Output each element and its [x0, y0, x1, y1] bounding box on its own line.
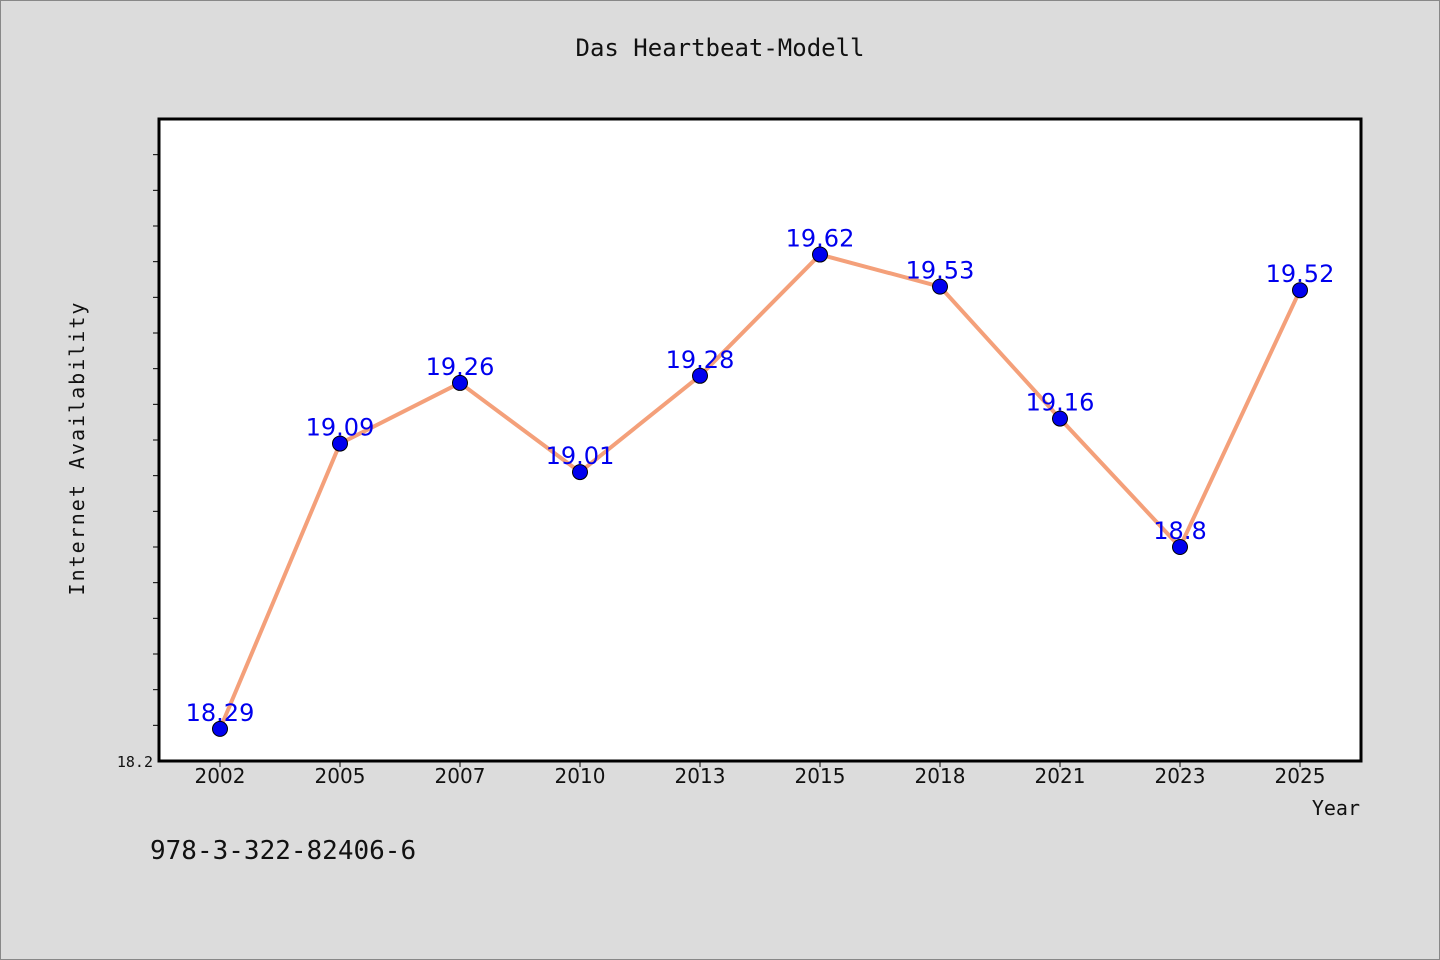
x-axis-label: Year [1311, 796, 1360, 820]
data-markers [212, 246, 1308, 737]
plot-area [157, 117, 1363, 763]
data-point [212, 720, 228, 737]
data-point [1172, 539, 1188, 555]
data-label: 19.52 [1266, 260, 1335, 288]
series-line-group [218, 252, 1302, 730]
x-axis-ticks: 2002 2005 2007 2010 2013 2015 2018 2021 2023 2025 [195, 761, 1326, 788]
data-label: 19.26 [426, 353, 495, 381]
x-tick-label: 2010 [555, 764, 606, 788]
data-point [812, 246, 828, 263]
y-axis-ticks: 18.2 [117, 154, 159, 771]
x-tick-label: 2002 [195, 764, 246, 788]
data-point [932, 278, 948, 295]
data-label: 19.28 [666, 346, 735, 374]
chart-title: Das Heartbeat-Modell [575, 34, 865, 62]
x-tick-label: 2007 [435, 764, 486, 788]
footnote-isbn: 978-3-322-82406-6 [150, 836, 417, 866]
x-tick-label: 2025 [1275, 764, 1326, 788]
data-label: 19.62 [786, 225, 855, 253]
data-label: 18.29 [186, 699, 255, 727]
data-label: 19.16 [1026, 389, 1095, 417]
x-tick-label: 2018 [915, 764, 966, 788]
data-label: 19.09 [306, 414, 375, 442]
data-label: 19.53 [906, 257, 975, 285]
series-line [218, 252, 1302, 730]
data-point [692, 367, 708, 384]
data-label: 18.8 [1153, 517, 1206, 545]
data-label: 19.01 [546, 442, 615, 470]
data-point [452, 374, 468, 391]
data-point [572, 464, 588, 481]
data-point [1052, 410, 1068, 427]
x-tick-label: 2005 [315, 764, 366, 788]
x-tick-label: 2015 [795, 764, 846, 788]
data-labels: 18.29 19.09 19.26 19.01 19.28 19.62 19.53 19.16… [186, 225, 1335, 727]
x-tick-label: 2023 [1155, 764, 1206, 788]
data-point [332, 435, 348, 452]
x-tick-label: 2013 [675, 764, 726, 788]
x-tick-label: 2021 [1035, 764, 1086, 788]
data-point [1292, 282, 1308, 299]
y-tick-label: 18.2 [117, 753, 153, 771]
